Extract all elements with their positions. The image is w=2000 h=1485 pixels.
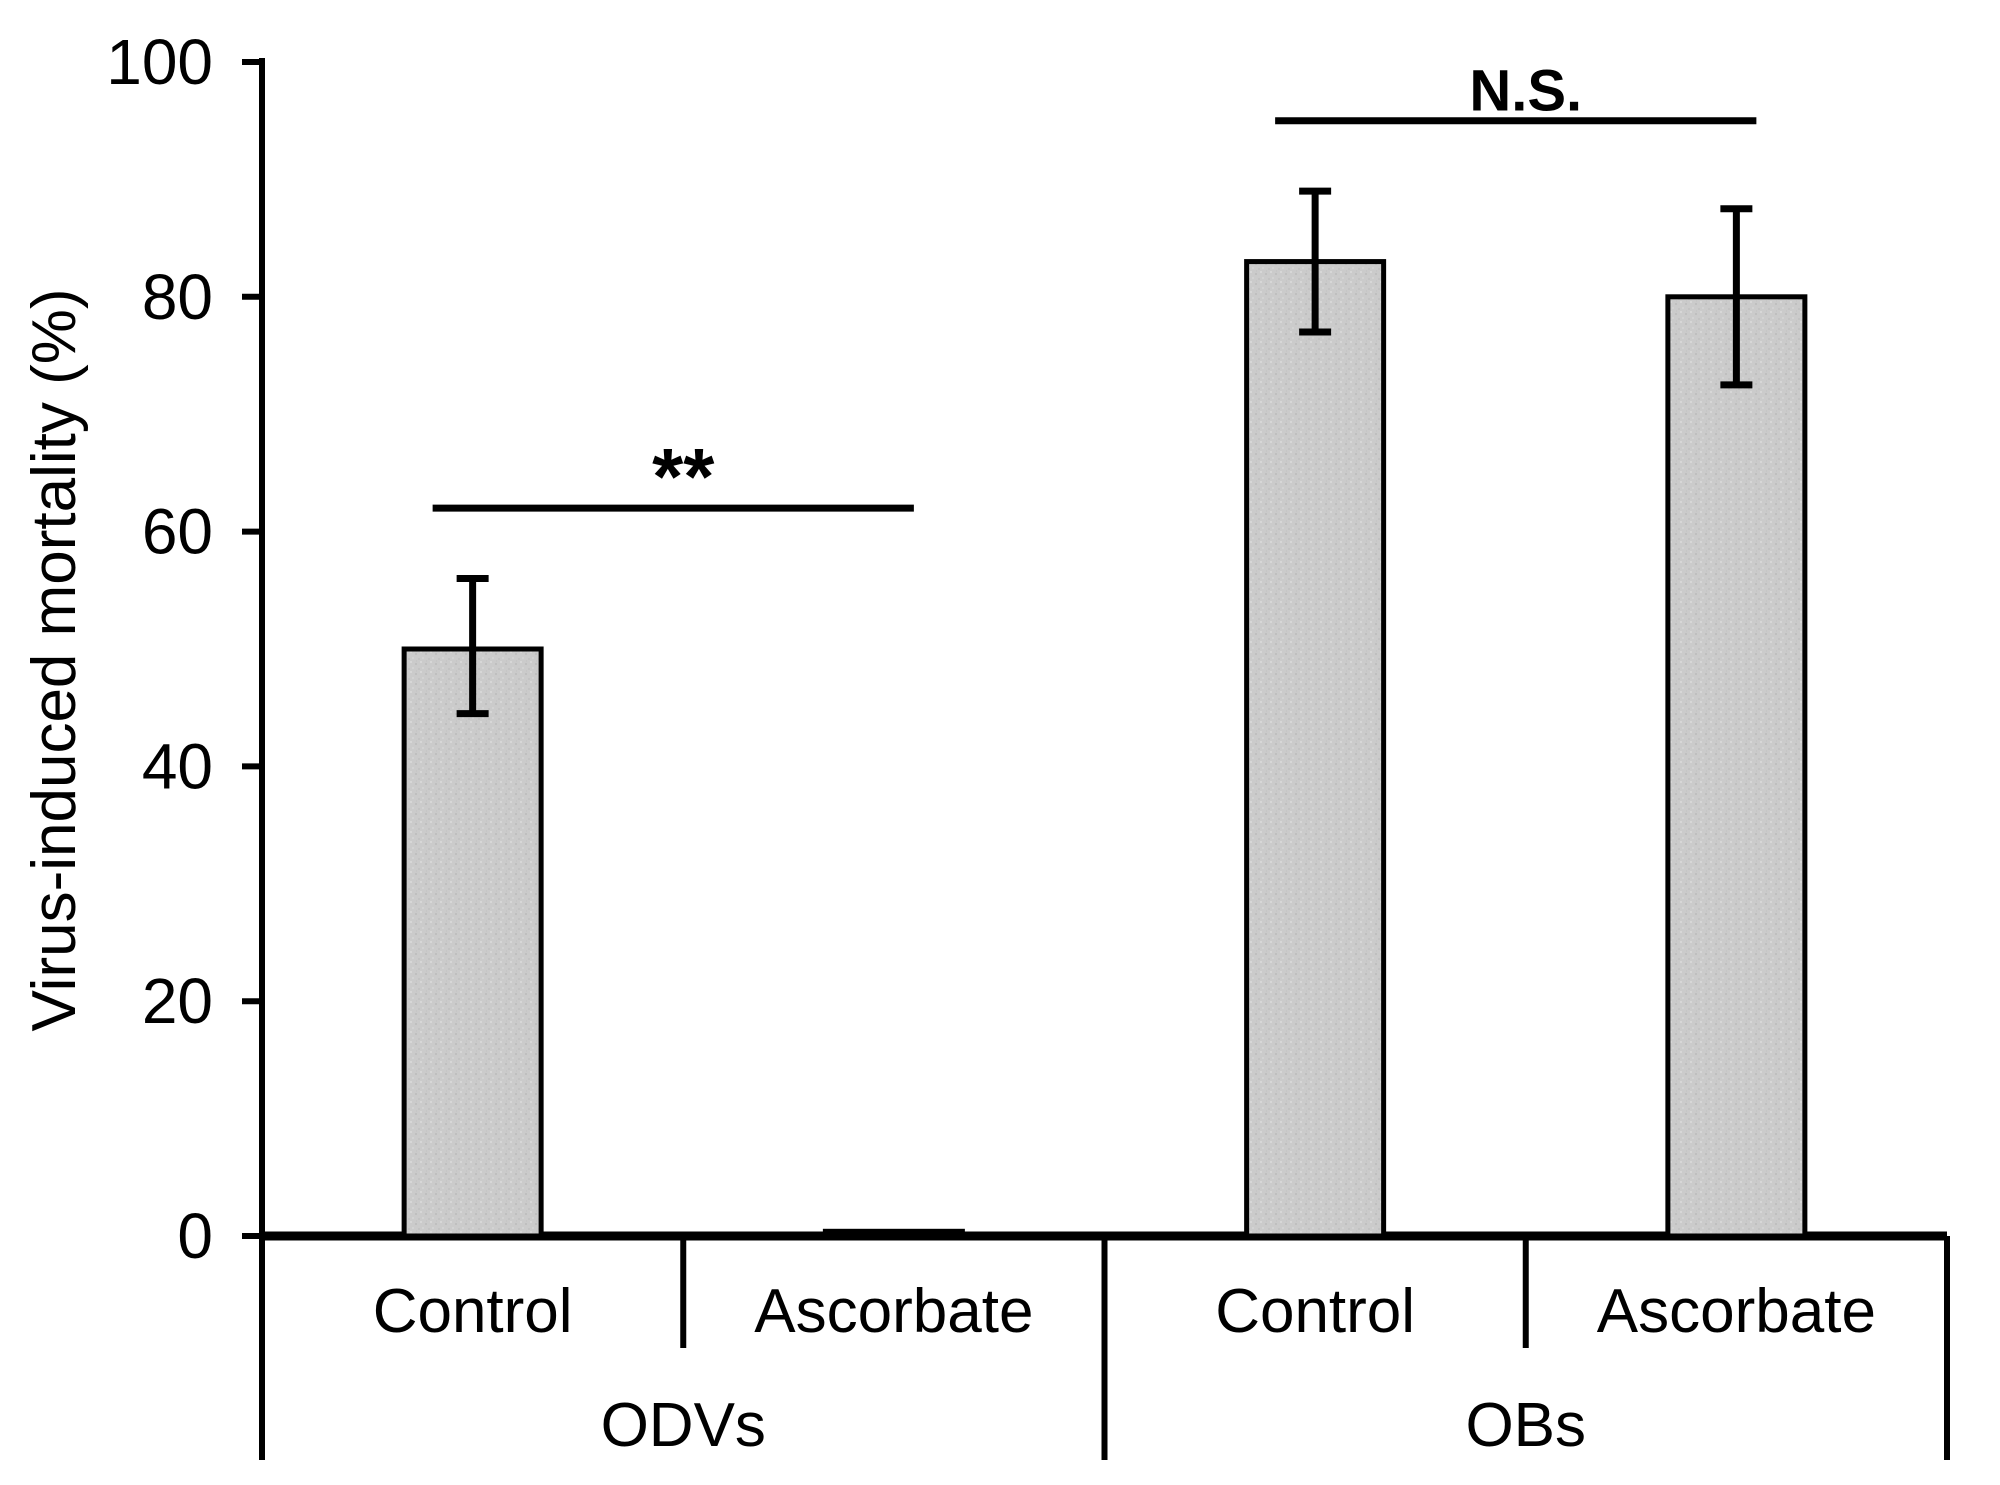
y-tick-label-0: 0 — [177, 1200, 213, 1272]
category-label-obs-ascorbate: Ascorbate — [1597, 1277, 1876, 1346]
category-label-odvs-control: Control — [373, 1277, 573, 1346]
group-label-odvs: ODVs — [601, 1391, 766, 1460]
bars-layer — [401, 259, 1808, 1239]
y-tick-label-80: 80 — [142, 261, 213, 333]
significance-label: N.S. — [1469, 59, 1582, 124]
category-label-obs-control: Control — [1215, 1277, 1415, 1346]
y-axis-title: Virus-induced mortality (%) — [20, 288, 89, 1031]
bar-odvs-ascorbate — [822, 1228, 965, 1239]
y-tick-label-40: 40 — [142, 730, 213, 802]
significance-label: ** — [652, 432, 715, 521]
category-label-odvs-ascorbate: Ascorbate — [754, 1277, 1033, 1346]
bar-obs-ascorbate — [1665, 294, 1808, 1239]
y-tick-label-20: 20 — [142, 965, 213, 1037]
group-label-obs: OBs — [1465, 1391, 1586, 1460]
annotations-layer: ** N.S. — [432, 59, 1757, 521]
error-bars-layer — [456, 187, 1753, 718]
bar-obs-control — [1244, 259, 1387, 1239]
bar-odvs-control — [401, 646, 544, 1239]
y-tick-label-100: 100 — [106, 26, 213, 98]
y-tick-label-60: 60 — [142, 496, 213, 568]
